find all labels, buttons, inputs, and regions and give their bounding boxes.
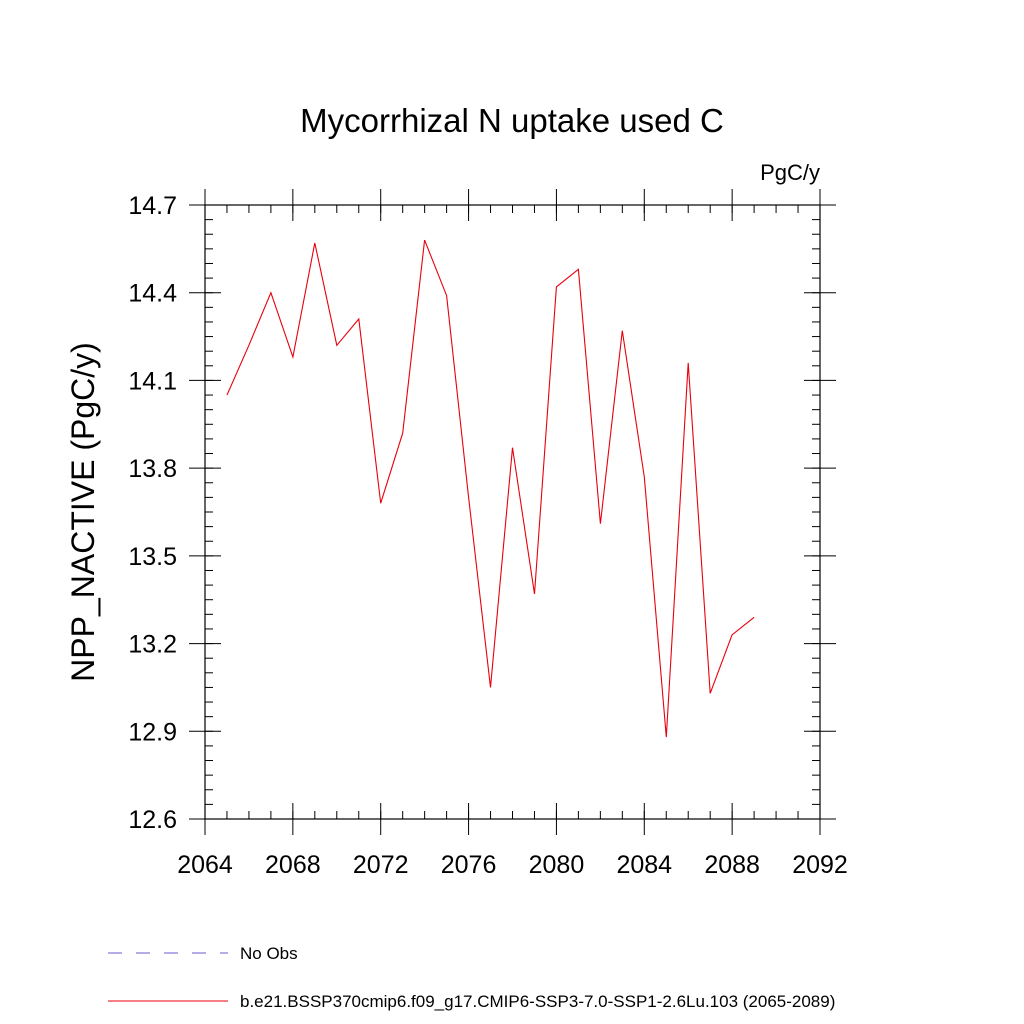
x-tick-label: 2064 [177, 851, 233, 879]
plot-frame [204, 204, 821, 820]
y-tick-label: 14.7 [128, 192, 177, 220]
y-tick-label: 13.8 [128, 455, 177, 483]
x-tick-label: 2076 [441, 851, 497, 879]
axis-ticks: 12.6 12.9 13.2 13.5 13.8 14.1 14.4 14.7 2064 2068… [128, 189, 848, 879]
x-tick-label: 2080 [529, 851, 585, 879]
y-tick-label: 12.9 [128, 718, 177, 746]
y-axis-label: NPP_NACTIVE (PgC/y) [65, 342, 101, 682]
chart-title: Mycorrhizal N uptake used C [300, 102, 724, 139]
x-tick-label: 2072 [353, 851, 409, 879]
units-label: PgC/y [760, 160, 820, 185]
y-tick-label: 12.6 [128, 806, 177, 834]
y-tick-label: 13.2 [128, 631, 177, 659]
x-tick-label: 2092 [792, 851, 848, 879]
y-tick-label: 14.1 [128, 367, 177, 395]
x-tick-label: 2088 [704, 851, 760, 879]
y-tick-label: 14.4 [128, 280, 177, 308]
x-tick-label: 2068 [265, 851, 321, 879]
legend-label-2: b.e21.BSSP370cmip6.f09_g17.CMIP6-SSP3-7.… [240, 992, 835, 1011]
series-lines [226, 239, 755, 738]
legend-label-1: No Obs [240, 944, 298, 963]
legend: No Obs b.e21.BSSP370cmip6.f09_g17.CMIP6-S… [108, 944, 835, 1011]
y-tick-label: 13.5 [128, 543, 177, 571]
x-tick-label: 2084 [616, 851, 672, 879]
series-line-2 [226, 239, 755, 738]
